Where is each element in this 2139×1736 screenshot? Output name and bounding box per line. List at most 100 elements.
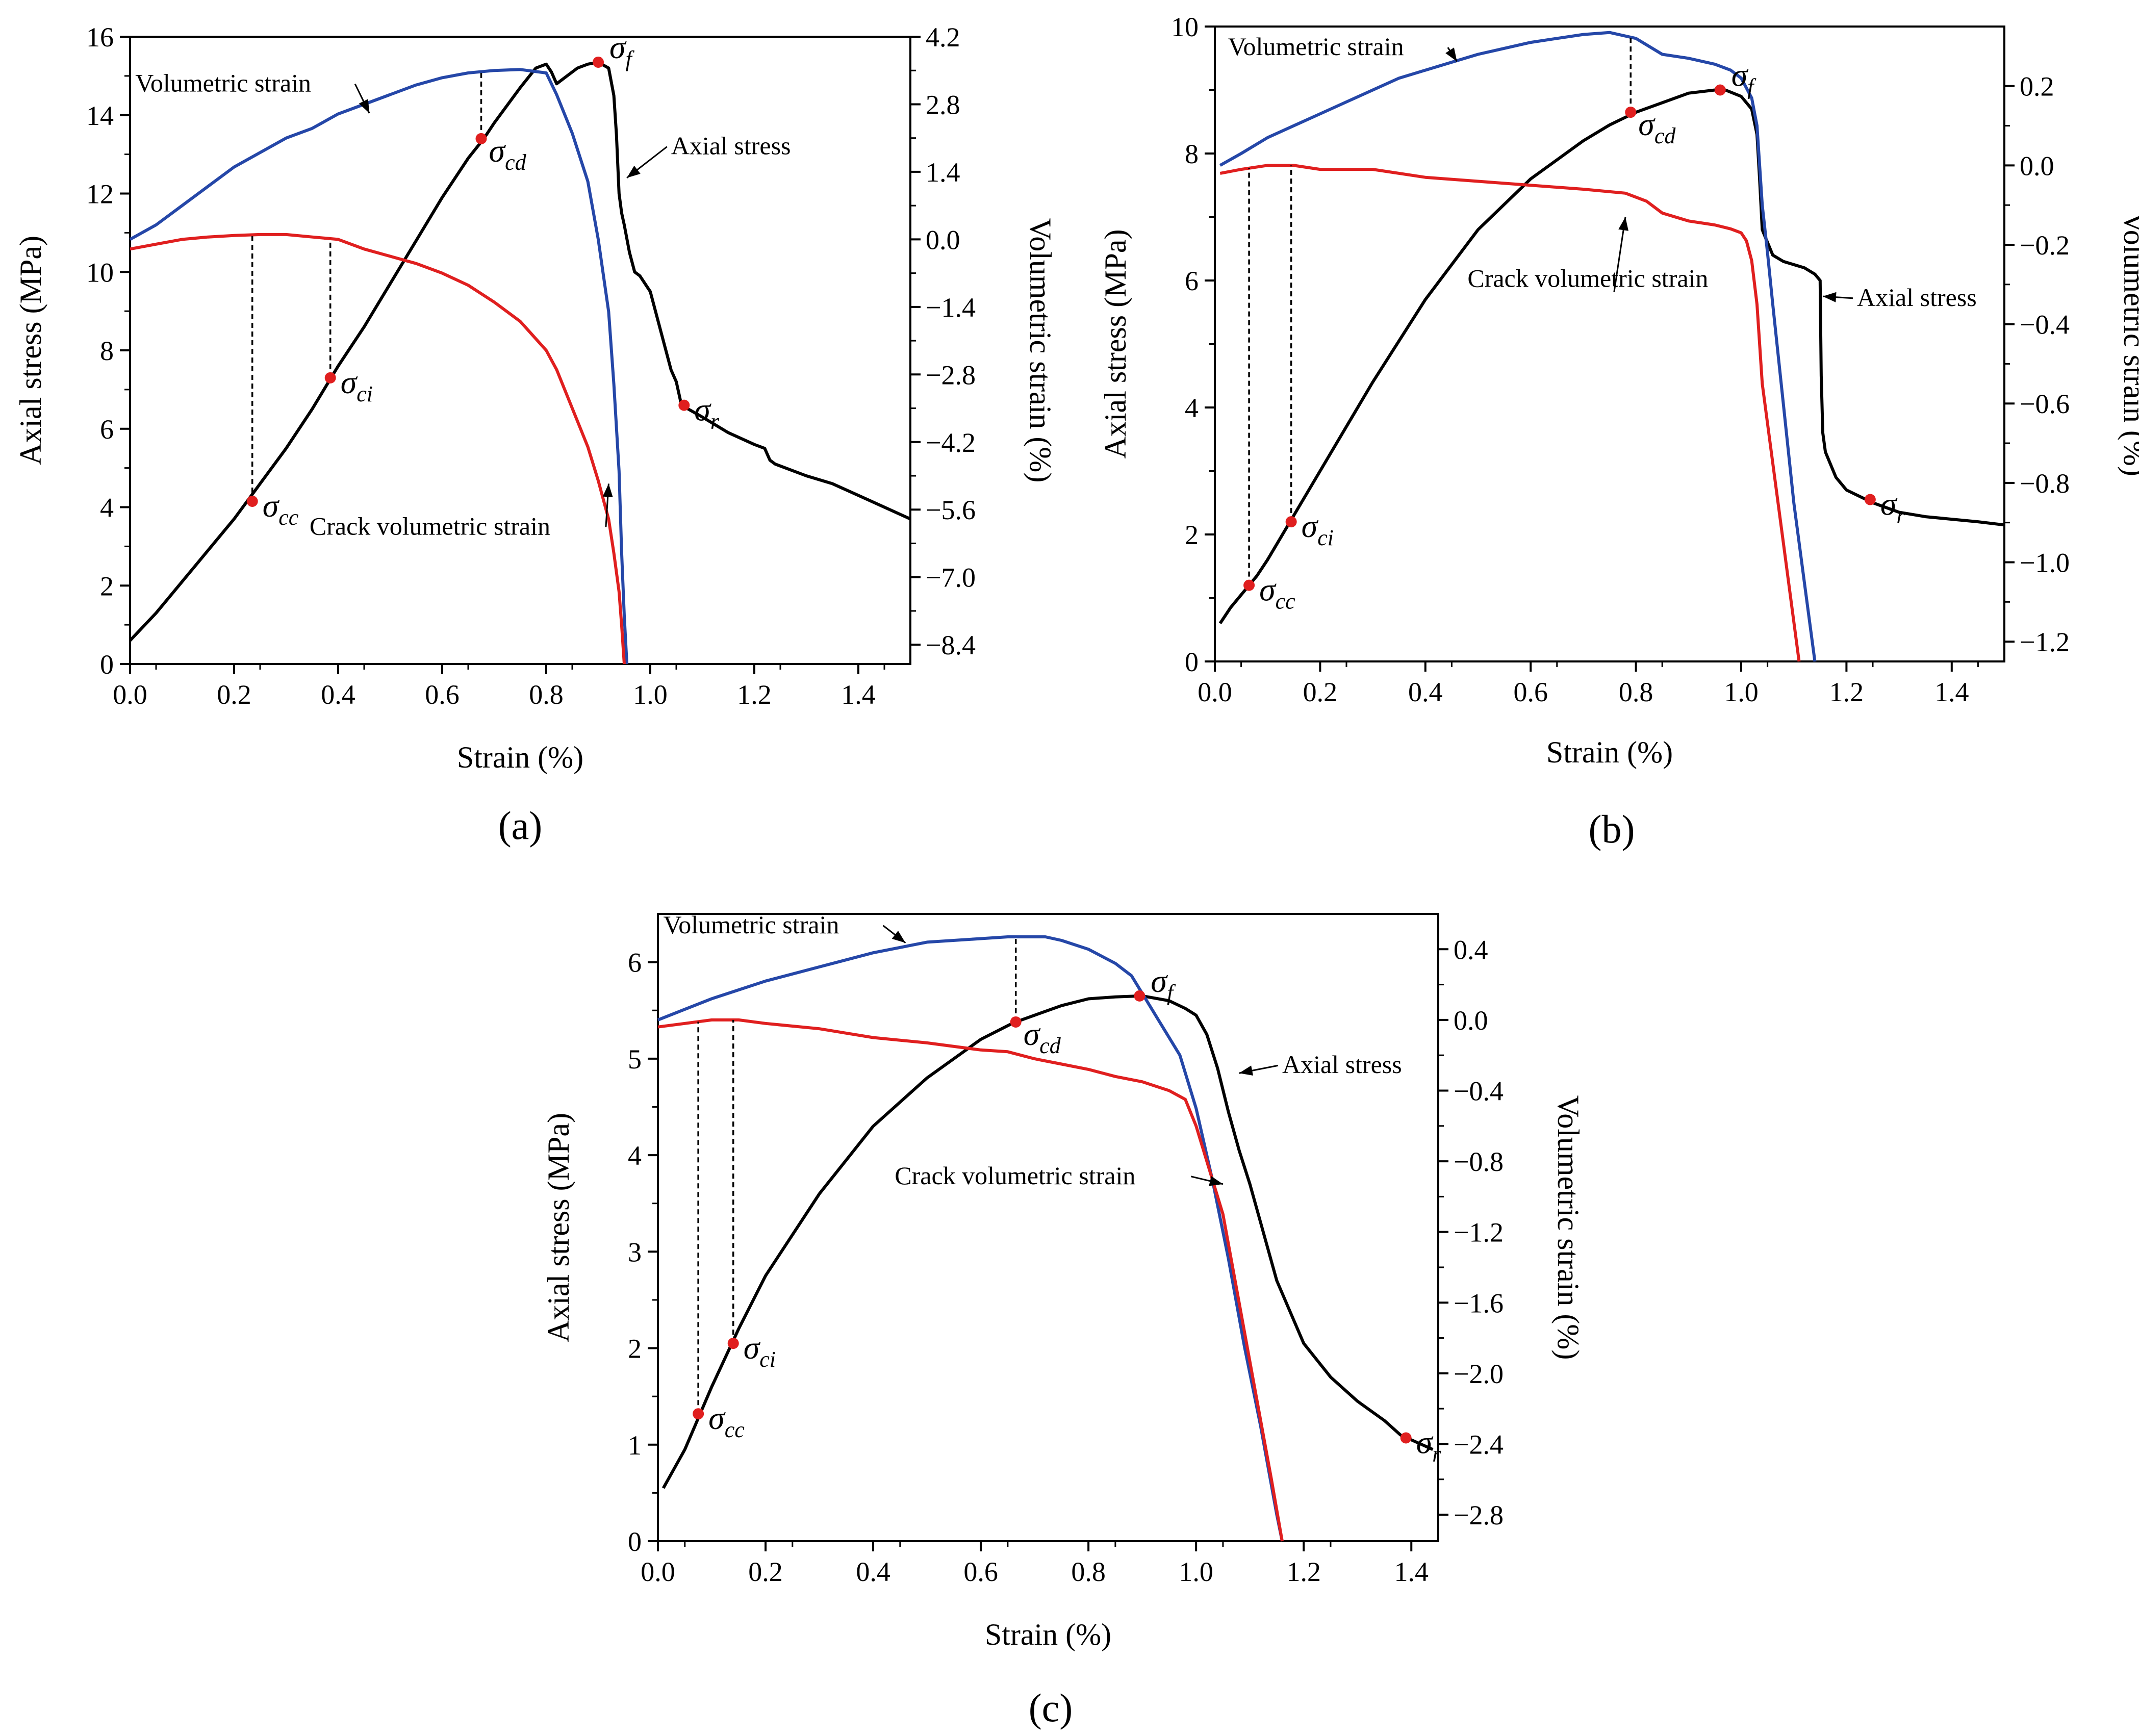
x-tick-label: 1.4: [1394, 1556, 1429, 1587]
y-tick-label: 2: [628, 1334, 642, 1364]
point-sigma-r: [678, 399, 690, 411]
y2-tick-label: −1.0: [2020, 547, 2070, 578]
y2-tick-label: 2.8: [926, 89, 960, 120]
point-label-subscript: r: [710, 409, 720, 434]
x-axis-title: Strain (%): [457, 741, 583, 774]
point-label-subscript: cc: [1276, 589, 1296, 614]
y-tick-label: 14: [86, 100, 114, 131]
point-label-subscript: r: [1896, 503, 1905, 528]
y-tick-label: 8: [100, 336, 114, 366]
y2-tick-label: 1.4: [926, 157, 960, 188]
y-axis-title: Axial stress (MPa): [542, 1113, 575, 1342]
point-label-subscript: cc: [278, 505, 299, 530]
y2-tick-label: −0.6: [2020, 389, 2070, 419]
y2-tick-label: −2.4: [1454, 1429, 1504, 1460]
x-tick-label: 0.4: [321, 679, 355, 710]
point-sigma-ci: [1285, 516, 1297, 528]
y2-tick-label: −1.2: [1454, 1217, 1504, 1248]
x-tick-label: 0.8: [1619, 677, 1653, 707]
y-axis-title: Axial stress (MPa): [1099, 229, 1132, 459]
x-tick-label: 0.6: [425, 679, 460, 710]
annotation-arrowhead: [1239, 1065, 1254, 1076]
y-tick-label: 8: [1185, 139, 1199, 169]
annotation-label: Axial stress: [1857, 283, 1977, 312]
point-sigma-cc: [693, 1408, 704, 1420]
y-tick-label: 10: [1171, 12, 1199, 42]
y-tick-label: 1: [628, 1430, 642, 1461]
point-sigma-r: [1864, 494, 1876, 505]
y-tick-label: 4: [628, 1140, 642, 1171]
x-tick-label: 0.6: [1513, 677, 1548, 707]
panel-b: 0.0 0.2 0.4 0.6 0.8 1.0 1.2 1.4 0 2 4 6 8 10 0.2 0.0 −0.…: [1099, 12, 2139, 851]
y-tick-label: 6: [628, 948, 642, 978]
point-label-subscript: cd: [1654, 123, 1676, 148]
y2-tick-label: −1.2: [2020, 627, 2070, 657]
annotation-label: Volumetric strain: [1228, 32, 1404, 61]
volumetric-strain-line: [1219, 31, 1817, 662]
annotation-label: Crack volumetric strain: [310, 512, 550, 540]
point-label-subscript: cd: [1039, 1033, 1061, 1058]
point-label-subscript: ci: [356, 381, 373, 406]
point-sigma-ci: [727, 1338, 739, 1349]
point-sigma-f: [1714, 84, 1726, 96]
annotation-arrowhead: [359, 99, 370, 113]
y-tick-label: 16: [86, 22, 114, 53]
point-sigma-f: [593, 56, 604, 68]
y-tick-label: 12: [86, 179, 114, 210]
panel-label: (a): [498, 803, 543, 848]
y2-tick-label: 0.4: [1454, 934, 1488, 965]
y2-tick-label: 0.2: [2020, 71, 2054, 102]
y-tick-label: 0: [100, 649, 114, 680]
point-sigma-f: [1134, 990, 1145, 1002]
crack-volumetric-strain-line: [657, 1018, 1284, 1542]
point-label-sigma-ci: σci: [1302, 508, 1334, 550]
x-tick-label: 1.2: [1829, 677, 1864, 707]
point-label-subscript: cd: [505, 150, 527, 175]
point-sigma-cd: [1010, 1016, 1022, 1028]
annotation-label: Axial stress: [671, 132, 791, 160]
x-tick-label: 0.0: [1198, 677, 1232, 707]
volumetric-strain-line: [657, 935, 1284, 1542]
point-sigma-cd: [1625, 107, 1637, 118]
x-tick-label: 0.4: [856, 1556, 890, 1587]
x-tick-label: 1.0: [633, 679, 668, 710]
y-tick-label: 0: [1185, 647, 1199, 677]
y-tick-label: 6: [100, 414, 114, 445]
y2-tick-label: −1.6: [1454, 1288, 1504, 1318]
axial-stress-line: [129, 61, 911, 642]
y2-tick-label: −5.6: [926, 495, 976, 525]
crack-volumetric-strain-line: [1219, 164, 1801, 662]
y-axis-title: Axial stress (MPa): [14, 236, 47, 465]
y2-axis-title: Volumetric strain (%): [1551, 1095, 1585, 1360]
point-label-subscript: r: [1432, 1442, 1441, 1467]
annotation-arrowhead: [1822, 292, 1837, 302]
point-label-subscript: ci: [1317, 525, 1334, 550]
x-tick-label: 1.2: [737, 679, 772, 710]
annotation-arrowhead: [1445, 47, 1457, 62]
x-tick-label: 1.4: [1934, 677, 1969, 707]
point-sigma-cd: [475, 133, 487, 144]
x-tick-label: 0.6: [963, 1556, 998, 1587]
x-axis-title: Strain (%): [985, 1618, 1111, 1651]
y-tick-label: 10: [86, 257, 114, 288]
point-sigma-ci: [324, 372, 336, 384]
y2-tick-label: −1.4: [926, 292, 976, 323]
y-tick-label: 4: [100, 493, 114, 523]
x-tick-label: 0.0: [113, 679, 147, 710]
x-axis-title: Strain (%): [1546, 735, 1673, 769]
y2-tick-label: 4.2: [926, 22, 960, 53]
y2-tick-label: −0.2: [2020, 230, 2070, 261]
y2-tick-label: −0.8: [1454, 1146, 1504, 1177]
annotation-arrowhead: [892, 930, 906, 943]
y-tick-label: 2: [100, 571, 114, 601]
panel-a: 0.0 0.2 0.4 0.6 0.8 1.0 1.2 1.4 0 2 4 6 8 10 12 14 16 4.2…: [14, 22, 1057, 848]
annotation-label: Axial stress: [1282, 1050, 1402, 1079]
panel-label: (b): [1589, 807, 1635, 851]
y2-tick-label: −2.8: [1454, 1500, 1504, 1530]
x-tick-label: 1.4: [841, 679, 876, 710]
x-tick-label: 1.0: [1724, 677, 1759, 707]
point-sigma-cc: [1243, 579, 1255, 591]
plot-frame: [657, 913, 1439, 1542]
x-tick-label: 0.8: [1071, 1556, 1106, 1587]
